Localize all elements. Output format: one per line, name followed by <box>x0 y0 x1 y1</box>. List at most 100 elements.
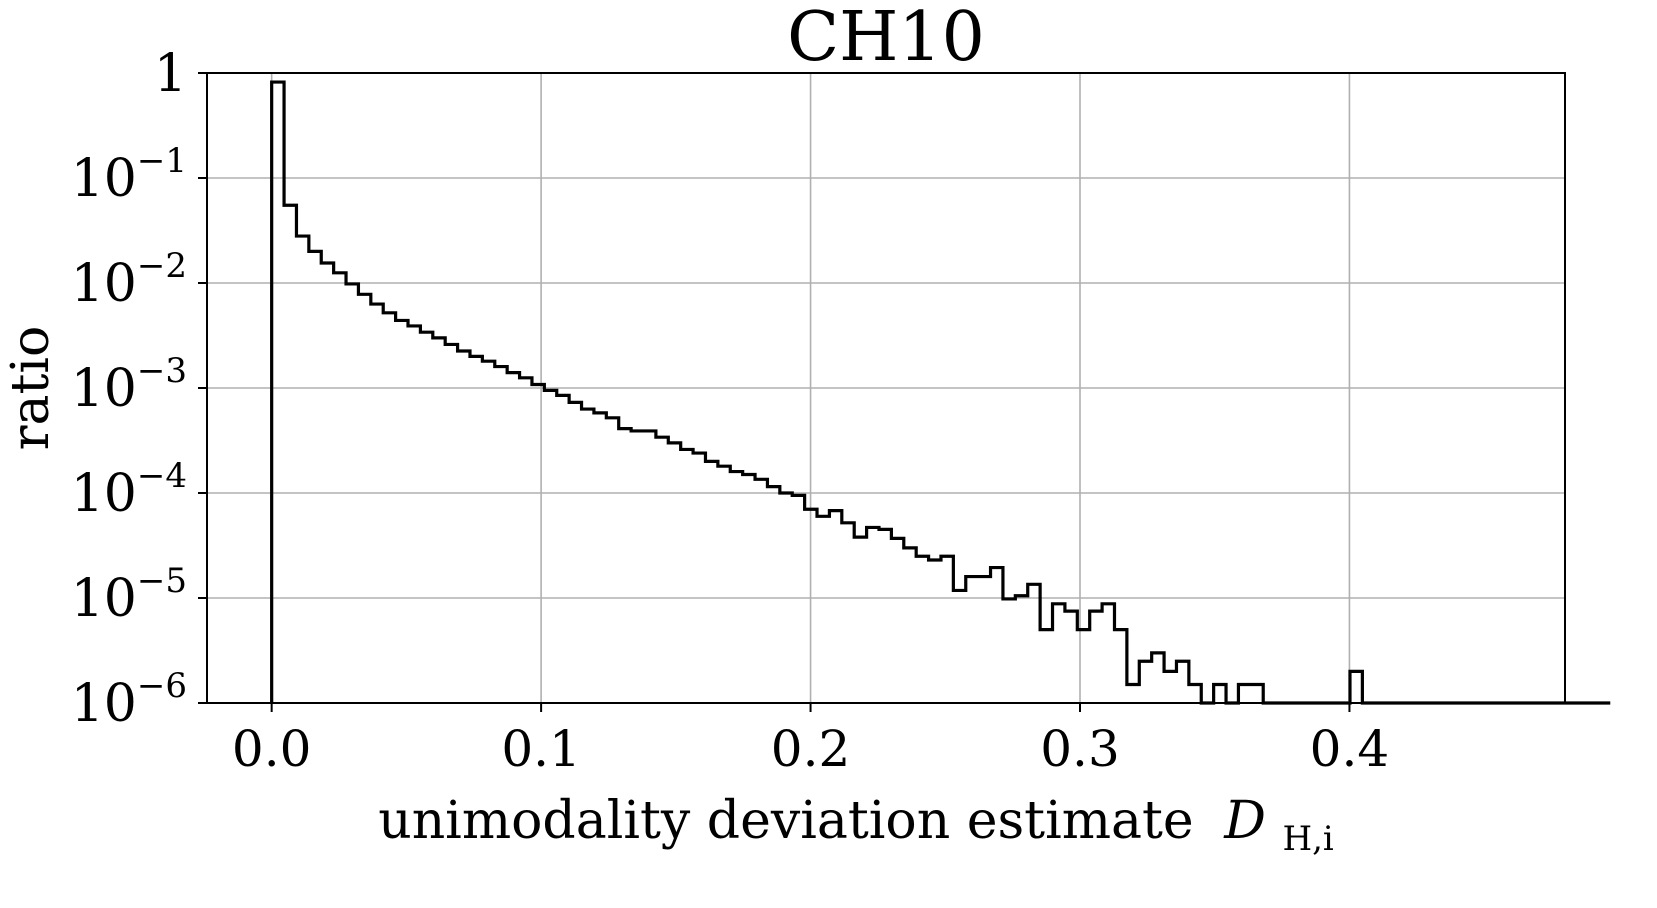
histogram-bin <box>1152 653 1164 703</box>
histogram-bin <box>916 556 928 703</box>
histogram-bin <box>346 284 358 703</box>
y-tick-label: 10−5 <box>71 561 187 629</box>
histogram-bin <box>482 361 494 703</box>
histogram-bin <box>594 413 606 703</box>
histogram-bin <box>582 409 594 703</box>
histogram-bin <box>1350 671 1362 703</box>
histogram-bin <box>705 461 717 703</box>
histogram-bin <box>792 495 804 703</box>
histogram-bin <box>631 431 643 703</box>
histogram-bin <box>1127 685 1139 703</box>
histogram-bin <box>929 560 941 703</box>
histogram-bin <box>1015 596 1027 703</box>
x-tick-label: 0.4 <box>1310 720 1390 778</box>
histogram-bin <box>272 82 284 703</box>
x-tick-label: 0.3 <box>1040 720 1120 778</box>
x-axis-label-symbol: D <box>1223 791 1266 851</box>
y-tick-label-exponent: −1 <box>137 141 187 181</box>
histogram-series <box>270 80 1611 705</box>
histogram-bin <box>978 577 990 703</box>
y-tick-label-base: 10 <box>71 359 137 419</box>
y-tick-label-base: 10 <box>71 674 137 734</box>
y-tick-label: 10−4 <box>71 456 187 524</box>
histogram-bin <box>1090 611 1102 703</box>
histogram-bin <box>445 344 457 703</box>
histogram-bin <box>619 429 631 703</box>
x-tick-label: 0.2 <box>771 720 851 778</box>
y-tick-label-base: 10 <box>71 464 137 524</box>
x-axis-label: unimodality deviation estimate D H,i <box>378 791 1334 859</box>
histogram-bin <box>420 332 432 703</box>
histogram-bin <box>854 537 866 703</box>
y-tick-label: 1 <box>154 44 187 104</box>
histogram-bin <box>1114 630 1126 703</box>
y-tick-label-base: 1 <box>154 44 187 104</box>
histogram-bin <box>470 356 482 703</box>
histogram-bin <box>569 402 581 703</box>
histogram-bin <box>1028 584 1040 703</box>
histogram-bin <box>1238 685 1250 703</box>
x-axis-label-text: unimodality deviation estimate <box>378 791 1193 851</box>
histogram-bin <box>309 251 321 703</box>
histogram-bin <box>1251 685 1263 703</box>
histogram-bin <box>532 384 544 703</box>
histogram-bin <box>718 466 730 703</box>
histogram-bin <box>755 479 767 703</box>
histogram-bin <box>891 538 903 703</box>
histogram-bin <box>693 453 705 703</box>
histogram-bin <box>1053 604 1065 703</box>
histogram-bin <box>396 320 408 703</box>
histogram-bin <box>668 443 680 703</box>
histogram-bin <box>458 351 470 703</box>
histogram-bin <box>829 511 841 703</box>
histogram-bin <box>544 390 556 703</box>
histogram-bin <box>879 529 891 703</box>
histogram-bin <box>433 338 445 703</box>
histogram-bin <box>842 523 854 703</box>
histogram-bin <box>966 577 978 703</box>
histogram-bin <box>1003 599 1015 703</box>
histogram-bin <box>296 236 308 703</box>
histogram-bin <box>1102 604 1114 703</box>
histogram-bin <box>991 568 1003 703</box>
x-axis-label-subscript: H,i <box>1282 819 1333 859</box>
histogram-bin <box>780 493 792 703</box>
tick-marks <box>198 72 1351 712</box>
histogram-bin <box>507 373 519 703</box>
y-tick-label-exponent: −4 <box>137 456 187 496</box>
histogram-bin <box>1040 630 1052 703</box>
histogram-bin <box>1139 661 1151 703</box>
histogram-bin <box>1164 671 1176 703</box>
x-tick-labels: 0.0 0.1 0.2 0.3 0.4 <box>232 720 1389 778</box>
histogram-bin <box>1077 630 1089 703</box>
histogram-bin <box>805 509 817 703</box>
histogram-bin <box>495 367 507 703</box>
y-tick-label: 10−2 <box>71 246 187 314</box>
histogram-bin <box>557 395 569 703</box>
y-tick-labels: 110−110−210−310−410−510−6 <box>71 44 187 734</box>
histogram-bin <box>334 273 346 703</box>
x-tick-label: 0.1 <box>501 720 581 778</box>
histogram-bin <box>408 326 420 703</box>
histogram-bin <box>867 527 879 703</box>
histogram-bin <box>953 590 965 703</box>
histogram-bin <box>681 449 693 703</box>
histogram-bin <box>656 437 668 703</box>
histogram-bin <box>1189 685 1201 703</box>
histogram-bin <box>520 378 532 703</box>
histogram-bin <box>1176 661 1188 703</box>
y-tick-label-base: 10 <box>71 254 137 314</box>
chart-title: CH10 <box>787 0 985 77</box>
y-tick-label-exponent: −5 <box>137 561 187 601</box>
histogram-bin <box>941 556 953 703</box>
histogram-bin <box>644 431 656 703</box>
histogram-bin <box>1214 685 1226 703</box>
histogram-bin <box>1065 611 1077 703</box>
histogram-bin <box>767 487 779 703</box>
y-tick-label-exponent: −2 <box>137 246 187 286</box>
histogram-bin <box>358 294 370 703</box>
histogram-step-line <box>270 80 1611 705</box>
histogram-bin <box>606 418 618 703</box>
y-tick-label: 10−3 <box>71 351 187 419</box>
